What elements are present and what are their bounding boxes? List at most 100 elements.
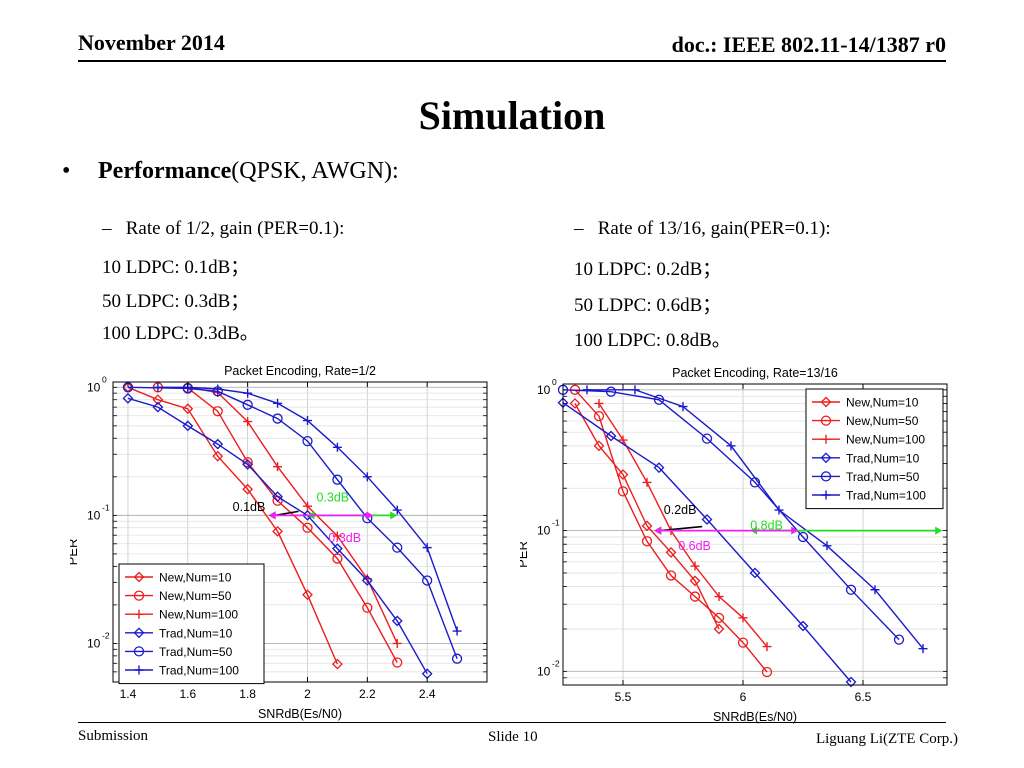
diamond-marker: [749, 567, 761, 579]
left-note-line: 100 LDPC: 0.3dB。: [102, 323, 259, 344]
circle-marker: [845, 584, 857, 595]
diamond-marker: [361, 575, 373, 586]
diamond-marker: [152, 394, 164, 406]
plus-marker: [134, 665, 144, 675]
series-line: [587, 389, 924, 650]
chart-title: Packet Encoding, Rate=1/2: [224, 364, 376, 378]
diamond-marker: [689, 575, 701, 587]
plus-marker: [452, 626, 462, 636]
legend-item: Trad,Num=50: [812, 470, 920, 484]
circle-marker: [820, 415, 832, 426]
legend-label: New,Num=50: [846, 414, 919, 428]
arrow-head: [390, 511, 398, 520]
legend-label: Trad,Num=100: [846, 489, 926, 503]
gain-label: 0.6dB: [678, 539, 711, 553]
plus-marker: [822, 541, 832, 551]
diamond-marker: [820, 396, 832, 408]
legend-label: New,Num=10: [159, 571, 232, 585]
legend-item: New,Num=100: [812, 433, 925, 447]
axes-frame: [562, 383, 948, 686]
series-trad-num-10: [557, 397, 857, 688]
plus-marker: [821, 434, 831, 444]
legend-item: New,Num=10: [812, 396, 919, 410]
circle-marker: [302, 522, 313, 533]
diamond-marker: [653, 462, 665, 474]
x-axis-label: SNRdB(Es/N0): [258, 707, 342, 721]
gain-annotation-magenta: 0.3dB: [268, 511, 374, 545]
right-note-line: 10 LDPC: 0.2dB；: [574, 259, 722, 280]
plus-marker: [774, 505, 784, 515]
x-tick-label: 1.4: [120, 687, 137, 701]
x-tick-label: 1.8: [239, 687, 256, 701]
diamond-marker: [593, 440, 605, 452]
plus-marker: [714, 592, 724, 602]
circle-marker: [617, 486, 629, 497]
diamond-marker: [212, 450, 224, 462]
footer-slide-number: Slide 10: [488, 729, 538, 745]
x-tick-label: 1.6: [179, 687, 196, 701]
circle-marker: [133, 590, 145, 601]
gain-annotation-magenta: 0.6dB: [654, 526, 799, 553]
plus-marker: [630, 385, 640, 395]
circle-marker: [212, 406, 223, 417]
series-new-num-10: [569, 398, 725, 635]
legend-item: Trad,Num=10: [125, 626, 233, 640]
arrow-head: [268, 511, 276, 520]
arrow-head: [935, 526, 943, 535]
legend-item: Trad,Num=100: [812, 489, 926, 503]
plus-marker: [392, 505, 402, 515]
circle-marker: [242, 399, 253, 410]
diamond-marker: [605, 430, 617, 442]
y-tick-exponent: 0: [552, 377, 557, 387]
legend-label: Trad,Num=50: [159, 645, 233, 659]
plus-marker: [618, 435, 628, 445]
circle-marker: [451, 653, 463, 664]
series-trad-num-100: [153, 382, 462, 636]
x-tick-label: 2.2: [359, 687, 376, 701]
legend: New,Num=10 New,Num=50 New,Num=100 Trad,Num=…: [118, 563, 265, 685]
plus-marker: [582, 385, 592, 395]
circle-marker: [272, 413, 283, 424]
diamond-marker: [641, 520, 653, 532]
x-tick-label: 6: [740, 690, 747, 704]
series-line: [574, 389, 768, 673]
plus-marker: [870, 585, 880, 595]
diamond-marker: [820, 452, 832, 464]
diamond-marker: [331, 658, 343, 670]
y-axis-label: PER: [70, 539, 80, 566]
y-tick-label: 10: [87, 636, 101, 650]
plus-marker: [213, 384, 223, 394]
circle-marker: [820, 471, 832, 482]
diamond-marker: [302, 589, 313, 601]
diamond-marker: [797, 620, 809, 632]
circle-marker: [392, 657, 403, 668]
circle-marker: [665, 570, 677, 581]
legend-item: New,Num=10: [125, 571, 232, 585]
circle-marker: [641, 536, 653, 547]
plus-marker: [332, 442, 342, 452]
y-tick-label: 10: [537, 664, 551, 678]
diamond-marker: [331, 543, 343, 555]
footer-submission: Submission: [78, 728, 149, 744]
plus-marker: [690, 561, 700, 571]
diamond-marker: [242, 483, 254, 495]
y-tick-exponent: -2: [552, 658, 560, 668]
circle-marker: [302, 435, 313, 447]
left-note-line: 50 LDPC: 0.3dB；: [102, 291, 250, 312]
y-axis-label: PER: [520, 541, 530, 568]
plus-marker: [422, 543, 432, 553]
axes-frame: [112, 381, 488, 683]
circle-marker: [242, 457, 253, 468]
plus-marker: [273, 398, 283, 408]
legend-item: Trad,Num=50: [125, 645, 233, 659]
y-tick-label: 10: [537, 524, 551, 538]
legend-label: New,Num=50: [159, 589, 232, 603]
plus-marker: [302, 501, 312, 511]
series-line: [562, 389, 900, 641]
legend-item: Trad,Num=10: [812, 451, 920, 465]
diamond-marker: [665, 546, 677, 558]
legend-label: Trad,Num=100: [159, 664, 239, 678]
diamond-marker: [569, 398, 581, 409]
